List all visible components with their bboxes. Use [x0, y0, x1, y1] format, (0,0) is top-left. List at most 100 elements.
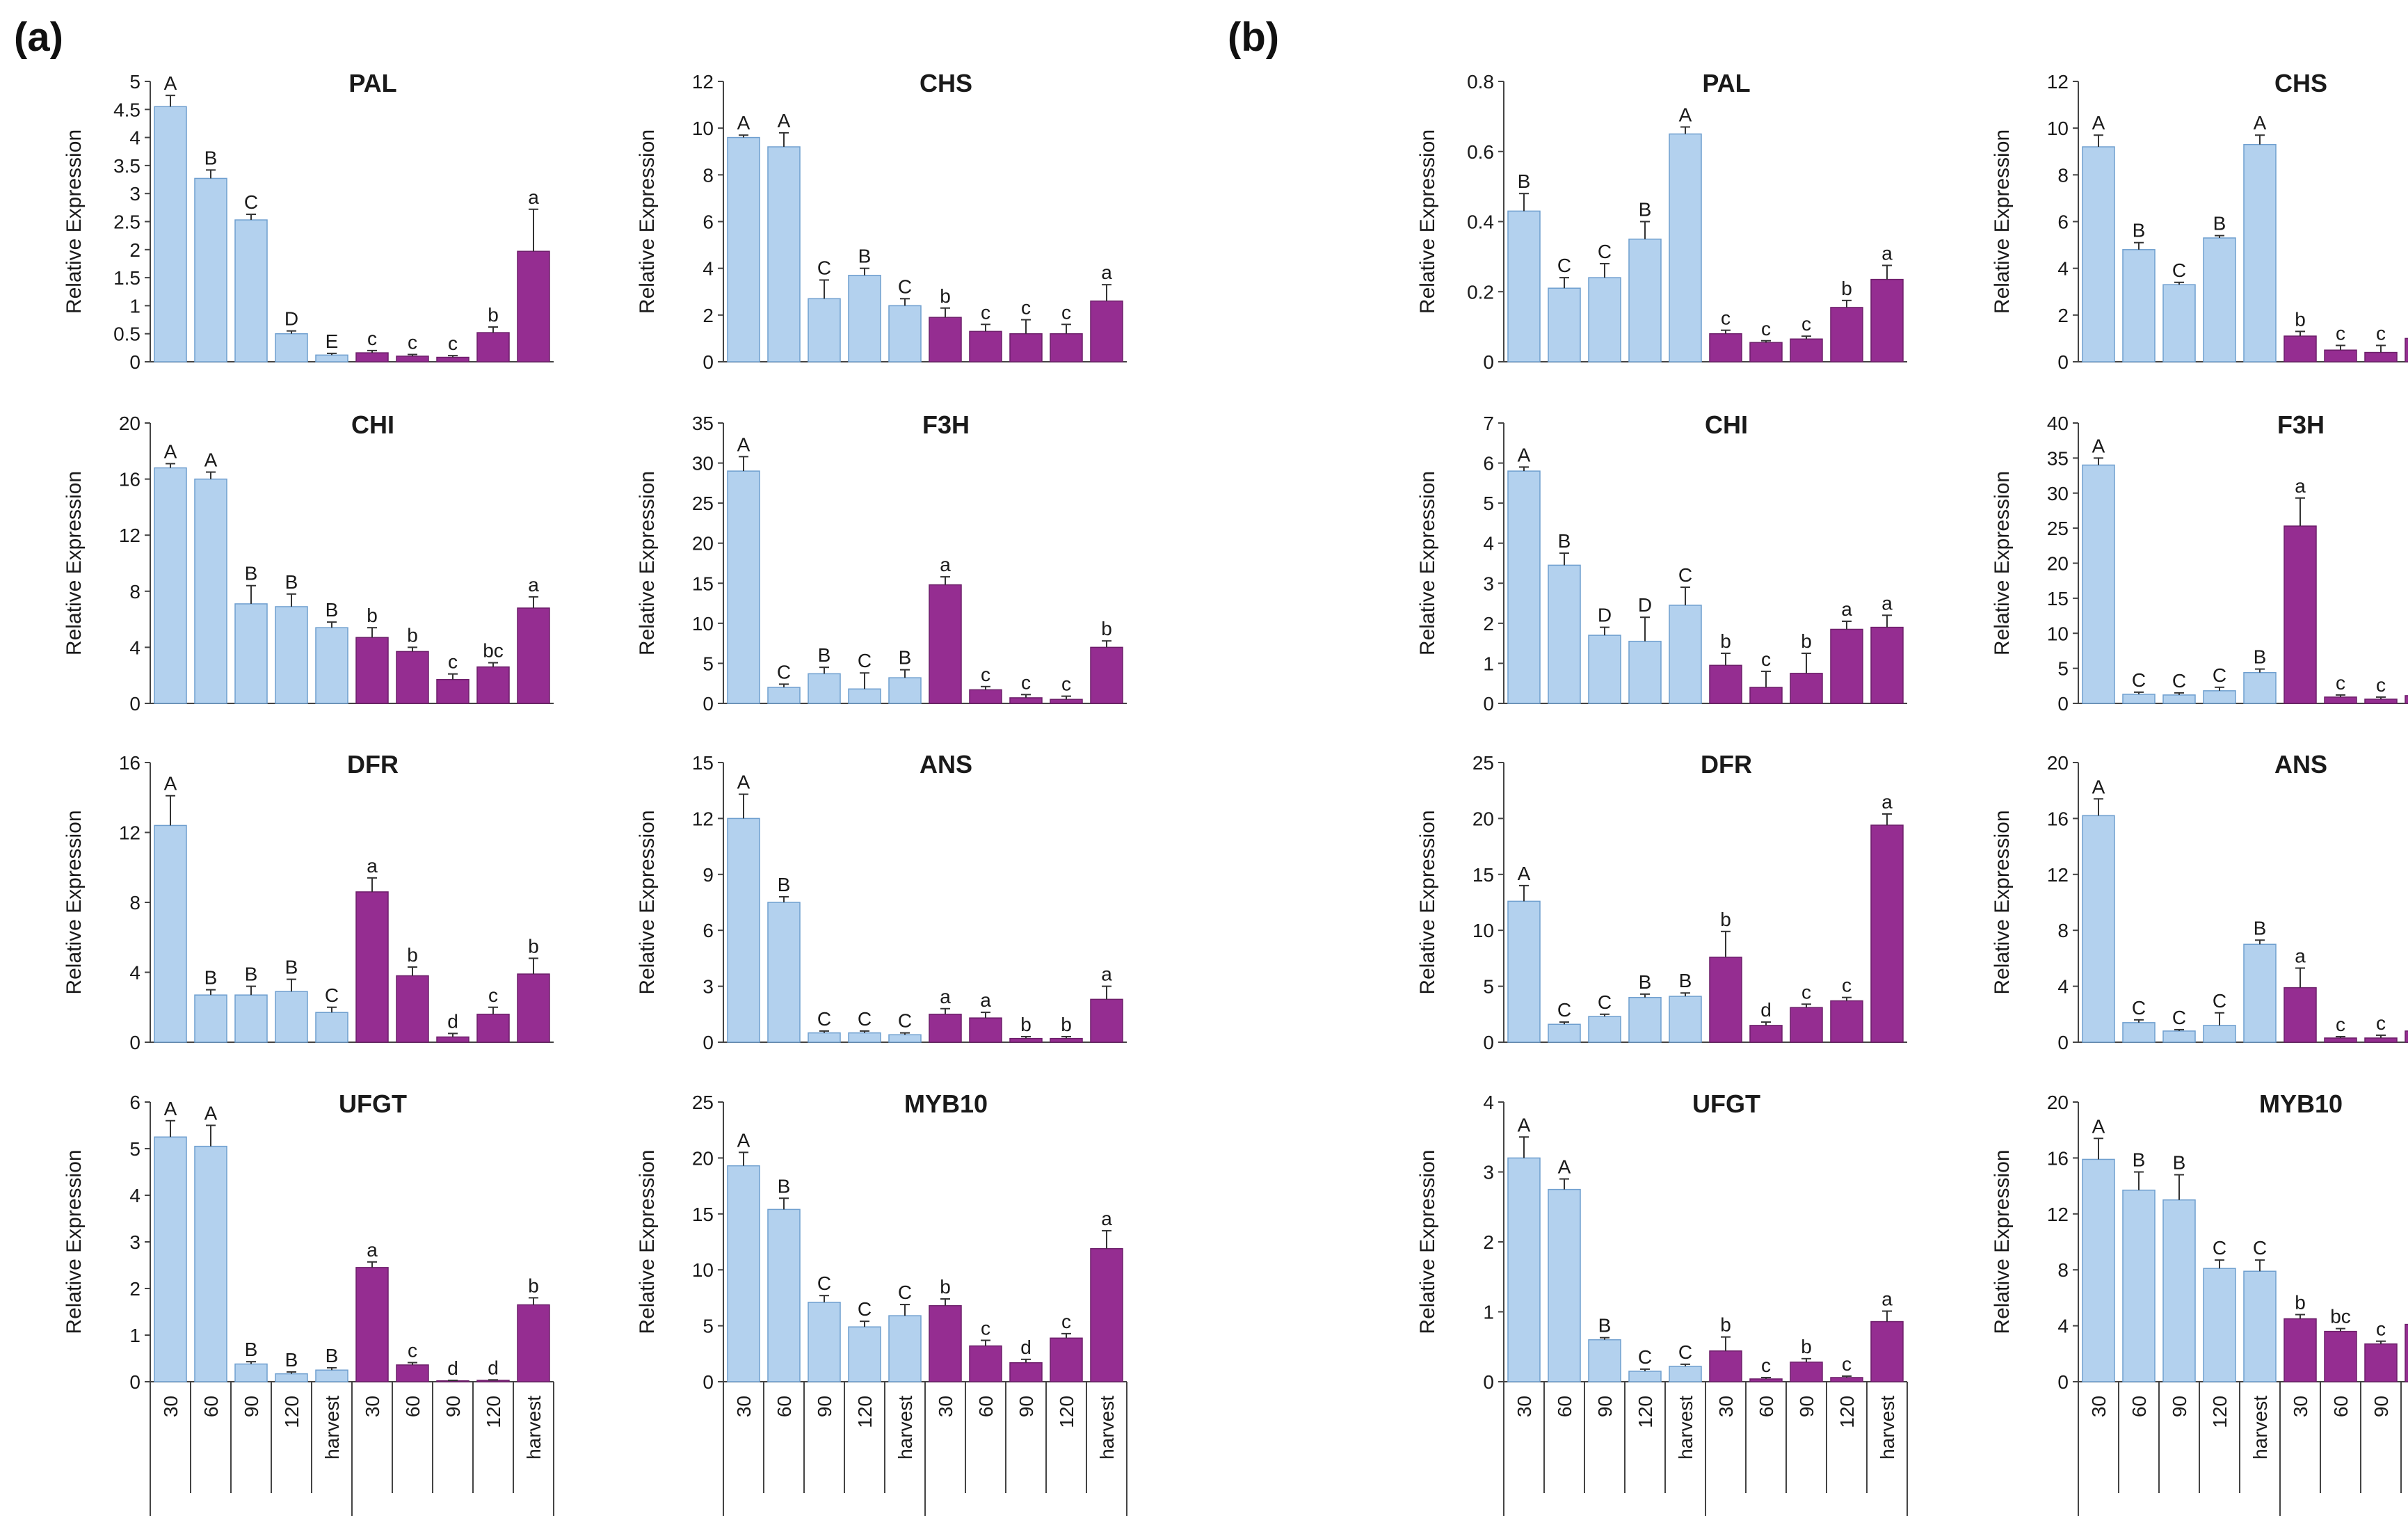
significance-letter-b-ufgt: C: [1638, 1346, 1652, 1368]
chart-title-b-chi: CHI: [1705, 410, 1748, 439]
y-tick-label-b-ans: 4: [2057, 976, 2069, 998]
significance-letter-b-dfr: d: [1760, 999, 1772, 1021]
significance-letter-b-ufgt: b: [1801, 1336, 1812, 1357]
significance-letter-a-dfr: a: [367, 855, 378, 877]
y-tick-label-a-f3h: 35: [692, 413, 714, 434]
significance-letter-b-myb10: A: [2092, 1115, 2105, 1137]
y-tick-label-b-chi: 1: [1483, 653, 1494, 674]
y-tick-label-a-chs: 0: [703, 351, 714, 373]
significance-letter-b-ufgt: c: [1761, 1355, 1771, 1376]
significance-letter-b-chs: B: [2133, 220, 2146, 241]
significance-letter-b-pal: C: [1557, 255, 1571, 276]
significance-letter-b-myb10: C: [2253, 1237, 2267, 1259]
significance-letter-b-f3h: B: [2254, 646, 2267, 668]
y-tick-label-b-myb10: 20: [2047, 1092, 2069, 1113]
y-tick-label-a-chs: 10: [692, 118, 714, 139]
bar-a-chs: [727, 136, 760, 362]
y-tick-label-a-chs: 6: [703, 212, 714, 233]
bar-a-myb10: [1050, 1337, 1083, 1382]
bar-b-ufgt: [1628, 1371, 1662, 1382]
significance-letter-a-f3h: a: [940, 554, 951, 575]
significance-letter-b-pal: c: [1801, 313, 1811, 335]
bar-a-f3h: [1009, 697, 1043, 704]
bar-a-ufgt: [517, 1304, 550, 1382]
y-tick-label-a-ufgt: 1: [129, 1325, 141, 1346]
bar-b-chi: [1669, 605, 1702, 704]
chart-title-b-chs: CHS: [2274, 69, 2327, 97]
bar-b-ufgt: [1507, 1157, 1541, 1382]
significance-letter-b-dfr: c: [1842, 975, 1852, 996]
y-tick-label-b-chi: 4: [1483, 533, 1494, 554]
significance-letter-b-ans: C: [2132, 997, 2146, 1019]
y-tick-label-b-ans: 12: [2047, 864, 2069, 886]
significance-letter-b-chi: D: [1638, 594, 1652, 616]
bar-a-pal: [476, 332, 510, 362]
y-tick-label-b-ufgt: 4: [1483, 1092, 1494, 1113]
y-tick-label-a-pal: 2.5: [113, 212, 141, 233]
significance-letter-a-chs: c: [981, 301, 990, 323]
chart-title-b-pal: PAL: [1702, 69, 1750, 97]
y-tick-label-b-myb10: 0: [2057, 1371, 2069, 1393]
bar-a-ufgt: [355, 1267, 389, 1382]
y-tick-label-a-pal: 4.5: [113, 99, 141, 120]
bar-a-myb10: [969, 1345, 1002, 1382]
significance-letter-a-chi: b: [367, 605, 378, 626]
y-tick-label-b-chs: 0: [2057, 351, 2069, 373]
significance-letter-b-dfr: C: [1557, 999, 1571, 1021]
bar-a-dfr: [234, 994, 268, 1043]
y-tick-label-b-f3h: 0: [2057, 693, 2069, 715]
significance-letter-a-dfr: B: [204, 967, 218, 989]
y-tick-label-b-chi: 5: [1483, 493, 1494, 514]
significance-letter-b-pal: B: [1518, 170, 1531, 192]
significance-letter-a-chi: b: [407, 624, 418, 646]
significance-letter-a-dfr: B: [285, 957, 298, 978]
bar-a-chs: [848, 274, 881, 362]
bar-b-chs: [2364, 351, 2398, 362]
bar-a-ufgt: [154, 1136, 187, 1382]
chart-title-a-myb10: MYB10: [904, 1090, 988, 1118]
bar-b-ufgt: [1790, 1362, 1823, 1382]
significance-letter-a-ufgt: B: [326, 1345, 339, 1366]
y-tick-label-b-chs: 6: [2057, 212, 2069, 233]
y-axis-label-b-dfr: Relative Expression: [1416, 810, 1439, 994]
bar-a-chi: [436, 678, 469, 704]
bar-b-chi: [1709, 664, 1742, 704]
significance-letter-b-dfr: B: [1679, 970, 1692, 991]
chart-title-a-chs: CHS: [920, 69, 972, 97]
bar-b-chi: [1830, 628, 1863, 704]
bar-a-dfr: [154, 824, 187, 1043]
chart-title-b-ans: ANS: [2274, 750, 2327, 779]
significance-letter-b-ufgt: c: [1842, 1353, 1852, 1375]
y-tick-label-b-f3h: 25: [2047, 518, 2069, 539]
significance-letter-a-f3h: C: [777, 661, 791, 683]
x-tick-label-b-ufgt: 120: [1836, 1396, 1858, 1428]
y-tick-label-a-myb10: 15: [692, 1204, 714, 1225]
bar-a-myb10: [1090, 1247, 1123, 1382]
significance-letter-b-f3h: C: [2172, 670, 2186, 692]
y-tick-label-a-pal: 3: [129, 183, 141, 205]
x-tick-label-a-ufgt: 90: [442, 1396, 464, 1417]
x-tick-label-a-myb10: 30: [733, 1396, 755, 1417]
x-tick-label-b-ufgt: 30: [1715, 1396, 1737, 1417]
significance-letter-a-myb10: c: [1061, 1311, 1071, 1332]
y-tick-label-a-ans: 9: [703, 864, 714, 886]
x-tick-label-a-myb10: harvest: [894, 1396, 916, 1460]
bar-a-chs: [808, 298, 841, 362]
y-tick-label-b-f3h: 20: [2047, 553, 2069, 575]
significance-letter-b-ufgt: C: [1678, 1341, 1692, 1363]
significance-letter-b-chs: A: [2092, 112, 2105, 134]
significance-letter-b-dfr: a: [1881, 791, 1893, 813]
chart-title-b-ufgt: UFGT: [1692, 1090, 1760, 1118]
chart-title-a-chi: CHI: [351, 410, 394, 439]
bar-a-ufgt: [275, 1373, 308, 1382]
y-tick-label-a-chi: 20: [119, 413, 141, 434]
x-tick-label-b-myb10: 30: [2290, 1396, 2311, 1417]
significance-letter-a-ans: a: [1101, 964, 1112, 985]
significance-letter-b-chs: A: [2254, 112, 2267, 134]
significance-letter-b-pal: c: [1761, 318, 1771, 340]
y-tick-label-b-chs: 2: [2057, 305, 2069, 326]
y-tick-label-b-dfr: 20: [1472, 808, 1494, 829]
bar-a-chi: [355, 637, 389, 704]
bar-b-dfr: [1628, 996, 1662, 1043]
y-axis-label-b-f3h: Relative Expression: [1991, 471, 2014, 655]
